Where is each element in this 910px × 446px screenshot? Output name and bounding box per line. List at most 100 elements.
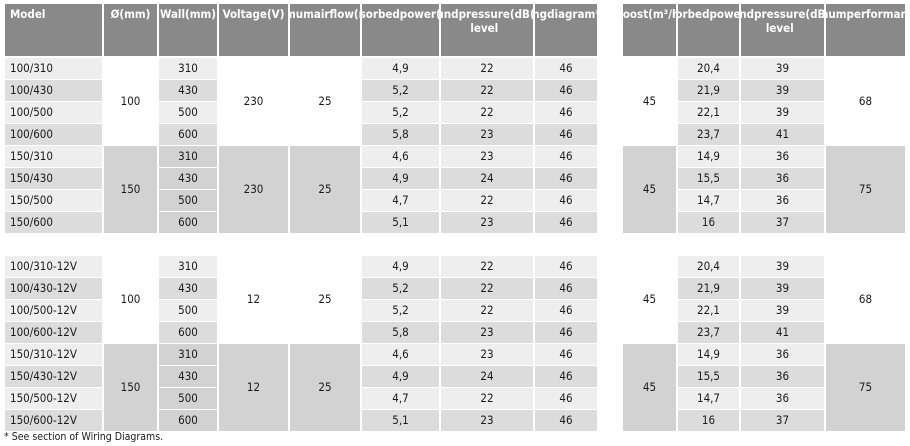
header-line: (W) xyxy=(436,7,439,22)
absorbed-power-w-cell: 4,6 xyxy=(362,344,439,365)
diameter-cell: 100 xyxy=(104,256,157,343)
wiring-diagram-cell: 46 xyxy=(535,322,597,343)
absorbed-power-a-cell: 14,7 xyxy=(678,388,739,409)
sound-pressure-boost-cell: 36 xyxy=(741,168,824,189)
model-cell: 100/500 xyxy=(5,102,102,123)
header-line: airflow xyxy=(313,7,354,21)
header-boost: Boost(m³/h) xyxy=(623,4,676,56)
sound-pressure-cell: 23 xyxy=(441,410,533,431)
absorbed-power-w-cell: 4,6 xyxy=(362,146,439,167)
wall-cell: 430 xyxy=(159,278,217,299)
header-line: Minimum xyxy=(290,7,314,21)
wall-cell: 500 xyxy=(159,190,217,211)
wall-cell: 430 xyxy=(159,366,217,387)
header-diameter: Ø (mm) xyxy=(104,4,157,56)
sound-pressure-boost-cell: 39 xyxy=(741,256,824,277)
header-line: (mm) xyxy=(185,7,217,21)
max-performance-cell: 75 xyxy=(826,146,905,233)
header-line: pressure level xyxy=(458,7,510,35)
wiring-diagram-cell: 46 xyxy=(535,212,597,233)
header-line: (V) xyxy=(266,7,285,21)
sound-pressure-boost-cell: 39 xyxy=(741,102,824,123)
sound-pressure-boost-cell: 36 xyxy=(741,388,824,409)
header-line: Model xyxy=(10,7,46,21)
boost-cell: 45 xyxy=(623,344,676,431)
header-line: Absorbed xyxy=(678,7,710,21)
absorbed-power-w-cell: 5,2 xyxy=(362,80,439,101)
header-line: diagram* xyxy=(547,7,597,21)
header-model: Model xyxy=(5,4,102,56)
absorbed-power-a-cell: 14,9 xyxy=(678,344,739,365)
model-cell: 100/600 xyxy=(5,124,102,145)
model-cell: 150/500-12V xyxy=(5,388,102,409)
sound-pressure-cell: 22 xyxy=(441,278,533,299)
model-cell: 150/430 xyxy=(5,168,102,189)
diameter-cell: 150 xyxy=(104,146,157,233)
absorbed-power-w-cell: 5,1 xyxy=(362,410,439,431)
sound-pressure-boost-cell: 39 xyxy=(741,80,824,101)
wiring-diagram-cell: 46 xyxy=(535,388,597,409)
wiring-diagram-cell: 46 xyxy=(535,190,597,211)
sound-pressure-cell: 22 xyxy=(441,256,533,277)
sound-pressure-cell: 22 xyxy=(441,190,533,211)
sound-pressure-cell: 22 xyxy=(441,80,533,101)
header-sound-pressure-level: Soundpressure level(dB(A)) xyxy=(441,4,533,56)
header-absorbed-power-w: Absorbedpower(W) xyxy=(362,4,439,56)
min-airflow-cell: 25 xyxy=(290,58,360,145)
header-line: (mm) xyxy=(119,7,151,21)
max-performance-cell: 68 xyxy=(826,58,905,145)
footnote: * See section of Wiring Diagrams. xyxy=(4,431,164,443)
wiring-diagram-cell: 46 xyxy=(535,80,597,101)
header-sound-pressure-level-boost: Soundpressure level(dB(A)) xyxy=(741,4,824,56)
absorbed-power-a-cell: 23,7 xyxy=(678,124,739,145)
absorbed-power-a-cell: 16 xyxy=(678,212,739,233)
sound-pressure-cell: 24 xyxy=(441,168,533,189)
wall-cell: 500 xyxy=(159,300,217,321)
wall-cell: 310 xyxy=(159,58,217,79)
header-absorbed-power-a: Absorbedpower(A) xyxy=(678,4,739,56)
model-cell: 100/430 xyxy=(5,80,102,101)
wall-cell: 600 xyxy=(159,322,217,343)
voltage-cell: 230 xyxy=(219,146,288,233)
voltage-cell: 230 xyxy=(219,58,288,145)
max-performance-cell: 68 xyxy=(826,256,905,343)
sound-pressure-boost-cell: 41 xyxy=(741,322,824,343)
sound-pressure-cell: 23 xyxy=(441,146,533,167)
min-airflow-cell: 25 xyxy=(290,146,360,233)
sound-pressure-boost-cell: 37 xyxy=(741,212,824,233)
sound-pressure-boost-cell: 36 xyxy=(741,190,824,211)
absorbed-power-a-cell: 20,4 xyxy=(678,256,739,277)
sound-pressure-boost-cell: 41 xyxy=(741,124,824,145)
model-cell: 100/310-12V xyxy=(5,256,102,277)
sound-pressure-boost-cell: 36 xyxy=(741,344,824,365)
header-line: Absorbed xyxy=(362,7,400,21)
model-cell: 150/600 xyxy=(5,212,102,233)
header-maximum-performance: Maximumperformance(%) xyxy=(826,4,905,56)
sound-pressure-cell: 23 xyxy=(441,124,533,145)
wall-cell: 430 xyxy=(159,80,217,101)
header-line: (dB(A)) xyxy=(805,7,824,21)
sound-pressure-boost-cell: 37 xyxy=(741,410,824,431)
wiring-diagram-cell: 46 xyxy=(535,344,597,365)
model-cell: 150/500 xyxy=(5,190,102,211)
model-cell: 100/430-12V xyxy=(5,278,102,299)
wiring-diagram-cell: 46 xyxy=(535,146,597,167)
header-line: Sound xyxy=(741,7,755,21)
sound-pressure-cell: 22 xyxy=(441,300,533,321)
header-line: (m³/h) xyxy=(648,7,676,21)
header-line: power xyxy=(399,7,436,21)
absorbed-power-w-cell: 5,1 xyxy=(362,212,439,233)
header-line: (m³/h) xyxy=(353,7,360,21)
boost-cell: 45 xyxy=(623,58,676,145)
diameter-cell: 150 xyxy=(104,344,157,431)
sound-pressure-cell: 24 xyxy=(441,366,533,387)
sound-pressure-boost-cell: 39 xyxy=(741,278,824,299)
absorbed-power-w-cell: 4,9 xyxy=(362,256,439,277)
wall-cell: 310 xyxy=(159,256,217,277)
absorbed-power-w-cell: 5,8 xyxy=(362,124,439,145)
boost-cell: 45 xyxy=(623,256,676,343)
wall-cell: 310 xyxy=(159,146,217,167)
header-line: pressure level xyxy=(754,7,806,35)
voltage-cell: 12 xyxy=(219,256,288,343)
diameter-cell: 100 xyxy=(104,58,157,145)
